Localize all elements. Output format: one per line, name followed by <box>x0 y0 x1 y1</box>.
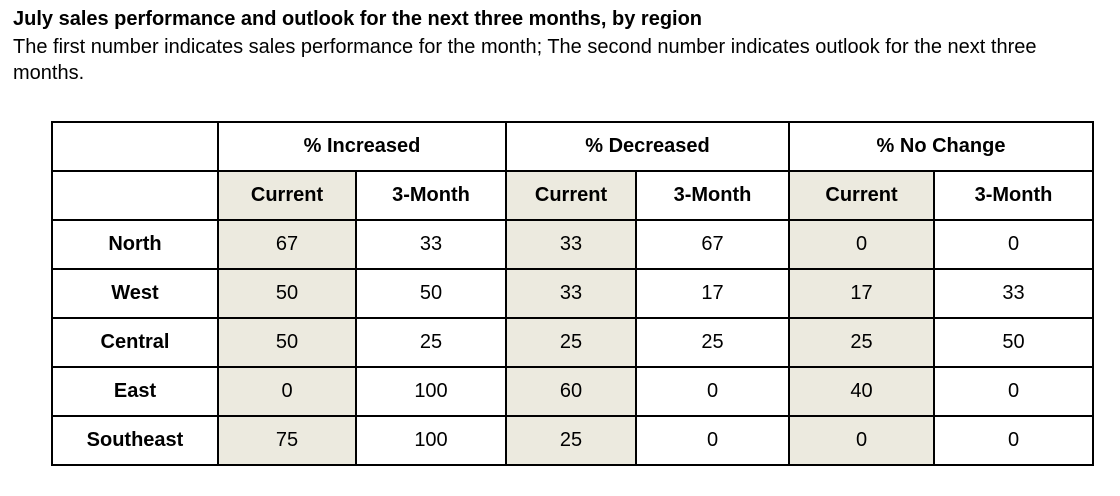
table-cell: 100 <box>355 366 507 417</box>
subheader-increased-3month: 3-Month <box>355 170 507 221</box>
row-header-west: West <box>51 268 219 319</box>
table-cell: 0 <box>933 219 1094 270</box>
table-cell: 25 <box>505 415 637 466</box>
table-cell: 67 <box>635 219 790 270</box>
table-cell: 25 <box>788 317 935 368</box>
table-cell: 33 <box>505 268 637 319</box>
group-header-increased: % Increased <box>217 121 507 172</box>
subheader-decreased-3month: 3-Month <box>635 170 790 221</box>
subheader-nochange-current: Current <box>788 170 935 221</box>
table-cell: 60 <box>505 366 637 417</box>
row-header-central: Central <box>51 317 219 368</box>
table-cell: 40 <box>788 366 935 417</box>
table-cell: 50 <box>217 317 357 368</box>
row-header-north: North <box>51 219 219 270</box>
page-title: July sales performance and outlook for t… <box>13 8 703 30</box>
table-cell: 0 <box>635 366 790 417</box>
table-cell: 0 <box>788 219 935 270</box>
sales-performance-table: % Increased % Decreased % No Change Curr… <box>51 121 1094 466</box>
subheader-decreased-current: Current <box>505 170 637 221</box>
table-cell: 25 <box>355 317 507 368</box>
table-row: West 50 50 33 17 17 33 <box>51 268 1094 319</box>
table-cell: 50 <box>355 268 507 319</box>
page-subtitle: The first number indicates sales perform… <box>13 36 1037 84</box>
corner-cell-bottom <box>51 170 219 221</box>
table-cell: 100 <box>355 415 507 466</box>
table-row: Central 50 25 25 25 25 50 <box>51 317 1094 368</box>
table-cell: 25 <box>505 317 637 368</box>
table-cell: 17 <box>635 268 790 319</box>
table-cell: 25 <box>635 317 790 368</box>
table-cell: 0 <box>217 366 357 417</box>
table-cell: 50 <box>217 268 357 319</box>
table-cell: 50 <box>933 317 1094 368</box>
table-cell: 67 <box>217 219 357 270</box>
subheader-increased-current: Current <box>217 170 357 221</box>
group-header-decreased: % Decreased <box>505 121 790 172</box>
table-cell: 75 <box>217 415 357 466</box>
table-cell: 0 <box>933 366 1094 417</box>
table-row: East 0 100 60 0 40 0 <box>51 366 1094 417</box>
table-cell: 0 <box>933 415 1094 466</box>
table-cell: 33 <box>355 219 507 270</box>
row-header-southeast: Southeast <box>51 415 219 466</box>
subheader-row: Current 3-Month Current 3-Month Current … <box>51 170 1094 221</box>
table-cell: 33 <box>505 219 637 270</box>
table-row: North 67 33 33 67 0 0 <box>51 219 1094 270</box>
subheader-nochange-3month: 3-Month <box>933 170 1094 221</box>
table-cell: 0 <box>788 415 935 466</box>
corner-cell-top <box>51 121 219 172</box>
table-cell: 17 <box>788 268 935 319</box>
row-header-east: East <box>51 366 219 417</box>
table-row: Southeast 75 100 25 0 0 0 <box>51 415 1094 466</box>
table-cell: 33 <box>933 268 1094 319</box>
group-header-no-change: % No Change <box>788 121 1094 172</box>
group-header-row: % Increased % Decreased % No Change <box>51 121 1094 172</box>
table-cell: 0 <box>635 415 790 466</box>
